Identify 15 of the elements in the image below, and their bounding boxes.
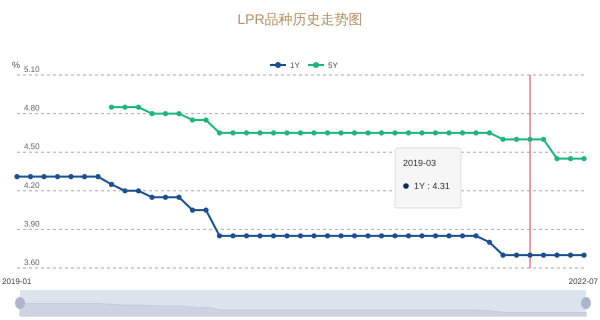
tooltip: 2019-03 1Y : 4.31 (394, 148, 462, 208)
y-tick-label: 4.20 (24, 180, 40, 190)
y-tick-label: 4.80 (24, 104, 40, 113)
chart-title: LPR品种历史走势图 (237, 11, 363, 27)
annotation: 2019-03 (403, 158, 436, 168)
x-tick-label: 2022-07 (568, 277, 599, 286)
y-tick-label: 3.90 (24, 219, 40, 228)
y-tick-label: 3.60 (24, 258, 40, 267)
x-tick-label: 2019-01 (2, 277, 32, 286)
annotation: 1Y : 4.31 (414, 181, 450, 191)
legend-label: 5Y (328, 61, 338, 70)
y-axis-title: % (12, 60, 20, 70)
legend-label: 1Y (290, 61, 300, 70)
y-tick-label: 4.50 (24, 142, 40, 152)
y-tick-label: 5.10 (24, 65, 40, 74)
